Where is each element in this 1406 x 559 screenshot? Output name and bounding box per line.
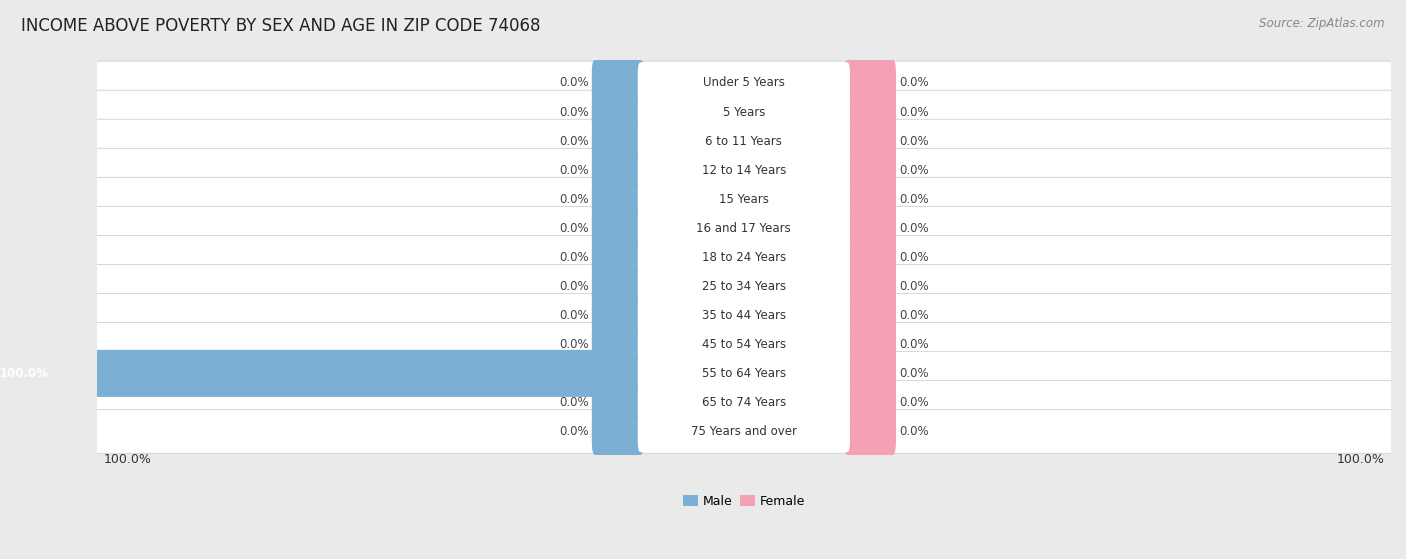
FancyBboxPatch shape [0, 350, 644, 397]
Text: 0.0%: 0.0% [900, 396, 929, 409]
FancyBboxPatch shape [592, 321, 644, 368]
FancyBboxPatch shape [592, 205, 644, 252]
Text: 45 to 54 Years: 45 to 54 Years [702, 338, 786, 351]
Text: 0.0%: 0.0% [900, 425, 929, 438]
Text: 0.0%: 0.0% [900, 106, 929, 119]
FancyBboxPatch shape [82, 90, 1406, 134]
FancyBboxPatch shape [844, 350, 896, 397]
FancyBboxPatch shape [592, 117, 644, 164]
FancyBboxPatch shape [82, 177, 1406, 221]
FancyBboxPatch shape [592, 408, 644, 455]
Text: 0.0%: 0.0% [560, 280, 589, 293]
Text: 0.0%: 0.0% [560, 425, 589, 438]
FancyBboxPatch shape [82, 323, 1406, 366]
Text: 0.0%: 0.0% [560, 338, 589, 351]
FancyBboxPatch shape [592, 146, 644, 193]
Text: 0.0%: 0.0% [900, 309, 929, 322]
FancyBboxPatch shape [638, 295, 851, 336]
Text: 0.0%: 0.0% [560, 251, 589, 264]
Text: 6 to 11 Years: 6 to 11 Years [706, 135, 782, 148]
FancyBboxPatch shape [844, 292, 896, 339]
FancyBboxPatch shape [638, 63, 851, 103]
Text: 0.0%: 0.0% [560, 222, 589, 235]
Text: 55 to 64 Years: 55 to 64 Years [702, 367, 786, 380]
Text: 0.0%: 0.0% [560, 135, 589, 148]
Text: 0.0%: 0.0% [900, 135, 929, 148]
FancyBboxPatch shape [82, 381, 1406, 424]
FancyBboxPatch shape [592, 88, 644, 135]
FancyBboxPatch shape [638, 266, 851, 307]
Text: 75 Years and over: 75 Years and over [690, 425, 797, 438]
FancyBboxPatch shape [844, 146, 896, 193]
Legend: Male, Female: Male, Female [678, 490, 810, 513]
Text: 100.0%: 100.0% [1337, 453, 1385, 466]
Text: 0.0%: 0.0% [900, 367, 929, 380]
FancyBboxPatch shape [844, 321, 896, 368]
Text: 0.0%: 0.0% [560, 164, 589, 177]
FancyBboxPatch shape [638, 178, 851, 220]
Text: Source: ZipAtlas.com: Source: ZipAtlas.com [1260, 17, 1385, 30]
FancyBboxPatch shape [844, 234, 896, 281]
Text: 16 and 17 Years: 16 and 17 Years [696, 222, 792, 235]
FancyBboxPatch shape [844, 408, 896, 455]
FancyBboxPatch shape [82, 293, 1406, 337]
Text: Under 5 Years: Under 5 Years [703, 77, 785, 89]
FancyBboxPatch shape [82, 119, 1406, 163]
FancyBboxPatch shape [844, 88, 896, 135]
Text: 100.0%: 100.0% [0, 367, 49, 380]
Text: 100.0%: 100.0% [103, 453, 150, 466]
FancyBboxPatch shape [82, 352, 1406, 395]
Text: 0.0%: 0.0% [900, 222, 929, 235]
FancyBboxPatch shape [82, 410, 1406, 453]
Text: 65 to 74 Years: 65 to 74 Years [702, 396, 786, 409]
FancyBboxPatch shape [82, 148, 1406, 192]
Text: 0.0%: 0.0% [900, 251, 929, 264]
FancyBboxPatch shape [592, 176, 644, 222]
Text: 0.0%: 0.0% [900, 280, 929, 293]
Text: 0.0%: 0.0% [560, 309, 589, 322]
Text: 25 to 34 Years: 25 to 34 Years [702, 280, 786, 293]
FancyBboxPatch shape [592, 234, 644, 281]
Text: 0.0%: 0.0% [900, 164, 929, 177]
FancyBboxPatch shape [638, 120, 851, 162]
Text: 12 to 14 Years: 12 to 14 Years [702, 164, 786, 177]
FancyBboxPatch shape [82, 206, 1406, 250]
FancyBboxPatch shape [82, 264, 1406, 308]
FancyBboxPatch shape [638, 149, 851, 191]
Text: 0.0%: 0.0% [900, 193, 929, 206]
FancyBboxPatch shape [592, 59, 644, 106]
FancyBboxPatch shape [638, 207, 851, 249]
Text: 15 Years: 15 Years [718, 193, 769, 206]
Text: 0.0%: 0.0% [560, 193, 589, 206]
FancyBboxPatch shape [638, 236, 851, 278]
FancyBboxPatch shape [592, 379, 644, 426]
FancyBboxPatch shape [844, 59, 896, 106]
FancyBboxPatch shape [844, 176, 896, 222]
FancyBboxPatch shape [592, 292, 644, 339]
FancyBboxPatch shape [638, 91, 851, 132]
Text: INCOME ABOVE POVERTY BY SEX AND AGE IN ZIP CODE 74068: INCOME ABOVE POVERTY BY SEX AND AGE IN Z… [21, 17, 540, 35]
Text: 0.0%: 0.0% [560, 106, 589, 119]
Text: 0.0%: 0.0% [900, 77, 929, 89]
FancyBboxPatch shape [638, 353, 851, 394]
FancyBboxPatch shape [638, 411, 851, 452]
Text: 0.0%: 0.0% [900, 338, 929, 351]
FancyBboxPatch shape [844, 263, 896, 310]
Text: 35 to 44 Years: 35 to 44 Years [702, 309, 786, 322]
FancyBboxPatch shape [638, 324, 851, 365]
Text: 5 Years: 5 Years [723, 106, 765, 119]
FancyBboxPatch shape [82, 61, 1406, 105]
Text: 0.0%: 0.0% [560, 77, 589, 89]
Text: 0.0%: 0.0% [560, 396, 589, 409]
FancyBboxPatch shape [638, 382, 851, 423]
Text: 18 to 24 Years: 18 to 24 Years [702, 251, 786, 264]
FancyBboxPatch shape [844, 117, 896, 164]
FancyBboxPatch shape [592, 263, 644, 310]
FancyBboxPatch shape [844, 205, 896, 252]
FancyBboxPatch shape [82, 235, 1406, 279]
FancyBboxPatch shape [844, 379, 896, 426]
